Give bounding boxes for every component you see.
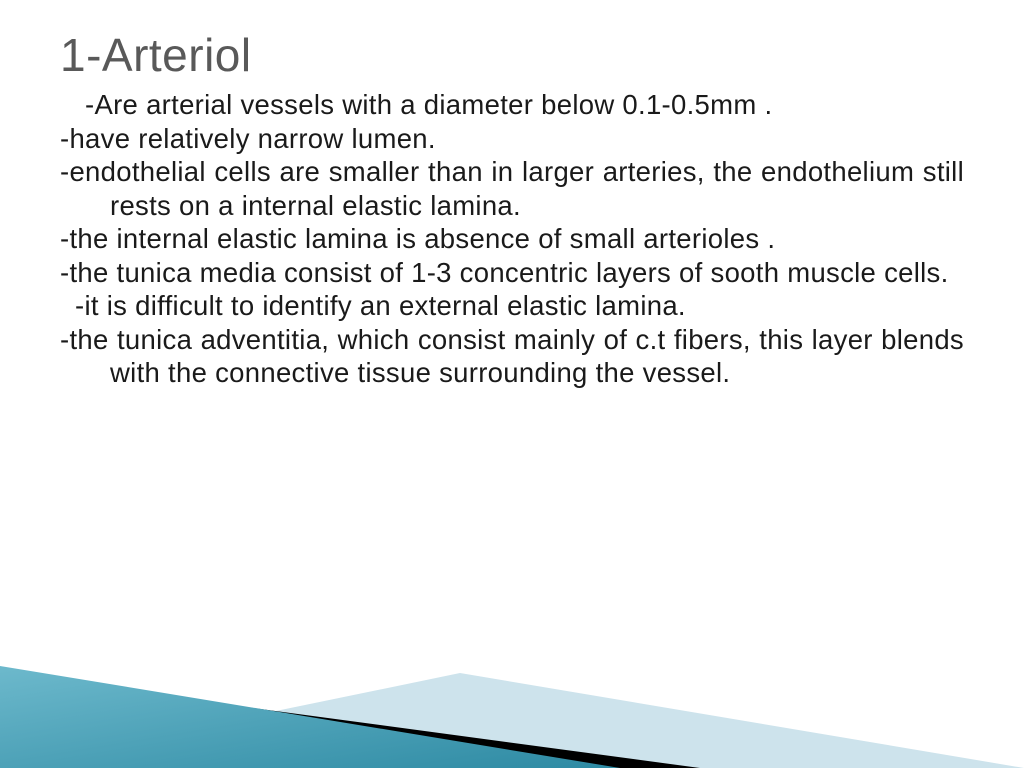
bullet-item: -the internal elastic lamina is absence … [60,222,964,256]
bullet-item: -the tunica media consist of 1-3 concent… [60,256,964,290]
bullet-item: -endothelial cells are smaller than in l… [60,155,964,222]
bullet-item: -the tunica adventitia, which consist ma… [60,323,964,390]
bullet-item: -it is difficult to identify an external… [60,289,964,323]
corner-decoration [0,608,1024,768]
bullet-item: -Are arterial vessels with a diameter be… [60,88,964,122]
slide-body: -Are arterial vessels with a diameter be… [60,88,964,390]
slide: 1-Arteriol -Are arterial vessels with a … [0,0,1024,768]
slide-title: 1-Arteriol [60,28,964,82]
bullet-item: -have relatively narrow lumen. [60,122,964,156]
